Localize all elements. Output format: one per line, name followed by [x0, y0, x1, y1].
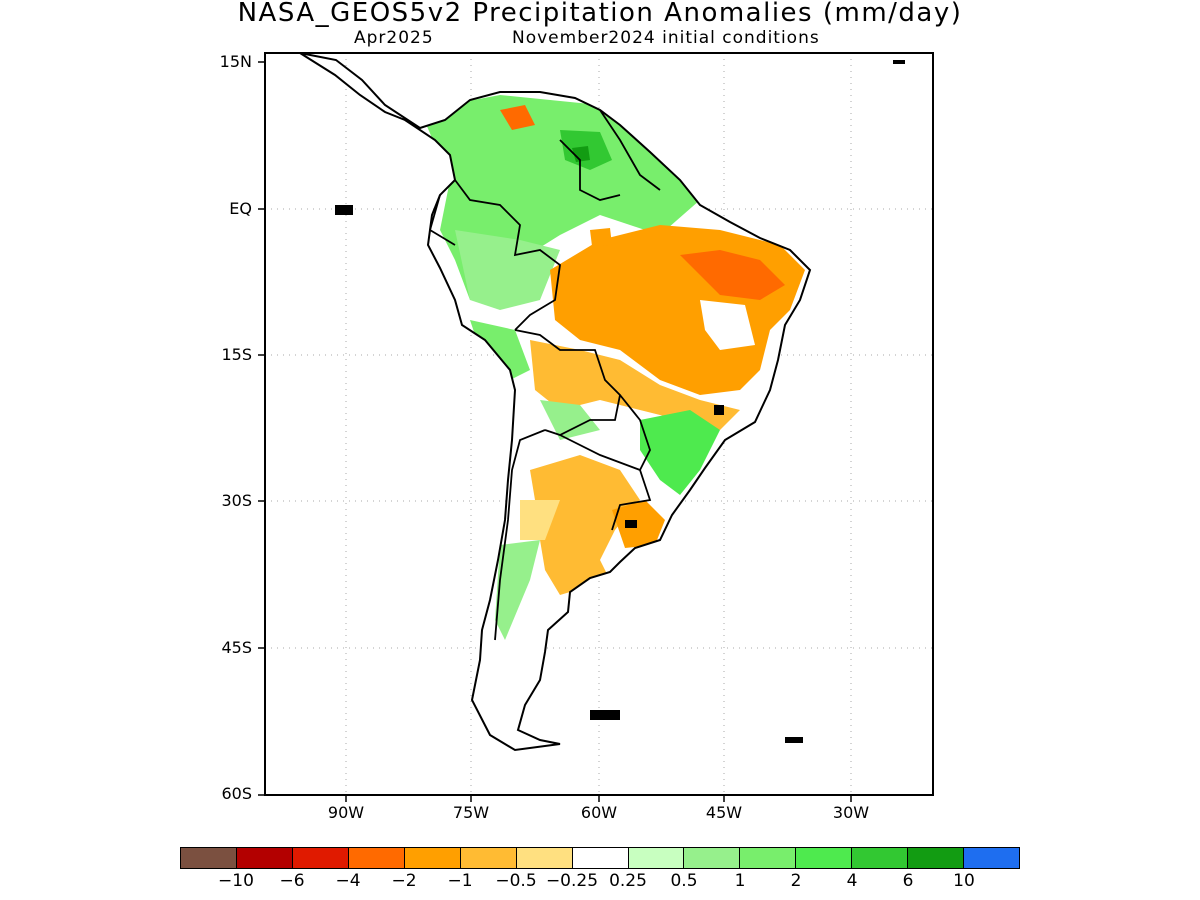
anomaly-chile-wet: [495, 540, 540, 640]
legend-swatch: [236, 848, 293, 868]
anomaly-ne-moderate: [530, 340, 740, 430]
legend-label: −6: [279, 871, 305, 891]
islands: [335, 60, 905, 743]
axis-ticks: [258, 61, 852, 802]
legend-label: −2: [391, 871, 417, 891]
anomaly-west-wet: [470, 320, 530, 380]
anomaly-amazon-spot-2: [590, 228, 612, 246]
legend-swatch: [348, 848, 405, 868]
country-borders: [428, 109, 661, 641]
legend-label: 10: [953, 871, 975, 891]
anomaly-north-light: [455, 230, 560, 310]
legend-label: −10: [218, 871, 254, 891]
legend-swatch: [796, 848, 853, 868]
legend-label: −4: [335, 871, 361, 891]
legend-swatch: [516, 848, 573, 868]
legend-label: 1: [734, 871, 746, 891]
lat-label-30s: 30S: [221, 491, 252, 510]
anomaly-uruguay-dry: [612, 500, 665, 548]
anomaly-arg-dry: [530, 455, 640, 595]
lat-label-15n: 15N: [219, 52, 252, 71]
legend-swatch: [572, 848, 629, 868]
legend-swatch: [460, 848, 517, 868]
lat-label-45s: 45S: [221, 638, 252, 657]
legend-label: 2: [790, 871, 802, 891]
anomaly-guiana-darkest: [572, 146, 590, 162]
legend-swatch: [181, 848, 237, 868]
anomaly-arg-light: [520, 500, 560, 540]
lat-label-eq: EQ: [229, 199, 252, 218]
legend-swatch: [628, 848, 685, 868]
color-legend: [180, 847, 1020, 869]
forecast-month: Apr2025: [354, 28, 434, 48]
legend-swatch: [908, 848, 965, 868]
lon-label-30w: 30W: [832, 803, 870, 822]
legend-swatch: [404, 848, 461, 868]
anomaly-ne-white-pocket: [700, 300, 755, 350]
lon-label-60w: 60W: [580, 803, 618, 822]
anomaly-field: [300, 53, 810, 750]
legend-label: −1: [447, 871, 473, 891]
legend-label: 0.25: [609, 871, 647, 891]
legend-swatch: [684, 848, 741, 868]
legend-label: 0.5: [670, 871, 698, 891]
lon-label-45w: 45W: [705, 803, 743, 822]
legend-swatch: [292, 848, 349, 868]
anomaly-se-wet: [640, 410, 720, 495]
lon-label-90w: 90W: [327, 803, 365, 822]
legend-swatch: [964, 848, 1020, 868]
lat-label-15s: 15S: [221, 345, 252, 364]
lat-label-60s: 60S: [221, 784, 252, 803]
anomaly-se-light: [540, 400, 600, 440]
legend-label: 6: [902, 871, 914, 891]
legend-swatch: [852, 848, 909, 868]
legend-label: 4: [846, 871, 858, 891]
anomaly-amazon-spot: [500, 105, 535, 130]
map-title: NASA_GEOS5v2 Precipitation Anomalies (mm…: [237, 0, 963, 28]
legend-label: −0.25: [545, 871, 599, 891]
legend-swatch: [740, 848, 797, 868]
initial-conditions: November2024 initial conditions: [512, 28, 820, 48]
legend-label: −0.5: [495, 871, 537, 891]
graticule: [265, 53, 933, 795]
lon-label-75w: 75W: [452, 803, 490, 822]
anomaly-ne-drier: [680, 250, 785, 300]
